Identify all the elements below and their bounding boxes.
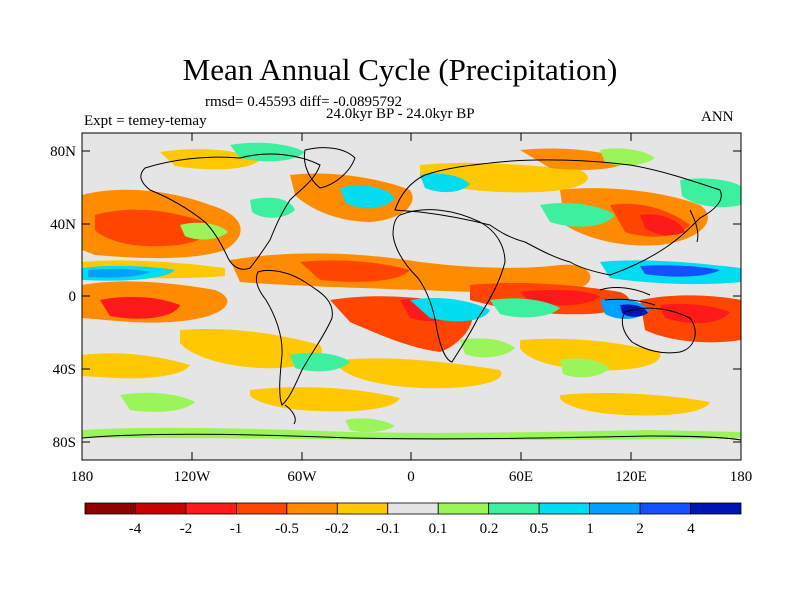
period-text: 24.0kyr BP - 24.0kyr BP <box>326 106 475 122</box>
lat-label: 40S <box>53 362 76 378</box>
colorbar-swatch <box>437 502 490 515</box>
lat-label: 80N <box>50 144 76 160</box>
lon-label: 180 <box>730 469 753 485</box>
axis-ticks <box>81 133 742 460</box>
colorbar-swatch <box>639 502 691 515</box>
colorbar-label: 2 <box>636 521 644 537</box>
map-field <box>82 133 741 460</box>
lon-label: 180 <box>71 469 94 485</box>
colorbar-swatch <box>286 502 338 515</box>
colorbar-label: -0.1 <box>376 521 400 537</box>
colorbar-swatch <box>538 502 591 515</box>
lon-label: 0 <box>407 469 415 485</box>
lat-label: 0 <box>69 289 77 305</box>
colorbar-swatch <box>84 502 136 515</box>
colorbar-label: 0.5 <box>530 521 549 537</box>
colorbar-label: 0.2 <box>480 521 499 537</box>
colorbar-label: 1 <box>586 521 594 537</box>
longitude-labels: 180 120W 60W 0 60E 120E 180 <box>71 469 753 485</box>
colorbar-swatch <box>135 502 187 515</box>
colorbar-swatch <box>488 502 540 515</box>
experiment-label: Expt = temey-temay <box>84 113 207 129</box>
negative-anomalies <box>82 148 741 416</box>
lon-label: 60E <box>509 469 533 485</box>
season-label: ANN <box>701 109 734 125</box>
colorbar-swatch <box>235 502 288 515</box>
latitude-labels: 80N 40N 0 40S 80S <box>50 144 76 451</box>
lon-label: 60W <box>287 469 317 485</box>
colorbar-label: 0.1 <box>429 521 448 537</box>
colorbar-label: 4 <box>687 521 695 537</box>
colorbar-label: -0.2 <box>325 521 349 537</box>
colorbar-label: -0.5 <box>275 521 299 537</box>
colorbar-swatch <box>387 502 439 515</box>
map-title: Mean Annual Cycle (Precipitation) <box>182 52 618 87</box>
colorbar-label: -1 <box>230 521 243 537</box>
lat-label: 40N <box>50 217 76 233</box>
colorbar-swatch <box>589 502 641 515</box>
colorbar: -4 -2 -1 -0.5 -0.2 -0.1 0.1 0.2 0.5 1 2 … <box>84 502 742 537</box>
lat-label: 80S <box>53 435 76 451</box>
colorbar-swatch <box>336 502 389 515</box>
colorbar-swatch <box>185 502 237 515</box>
colorbar-swatch <box>690 502 742 515</box>
lon-label: 120W <box>174 469 212 485</box>
coastlines <box>82 147 741 441</box>
colorbar-label: -4 <box>129 521 142 537</box>
stats-text: rmsd= 0.45593 diff= -0.0895792 <box>205 94 403 110</box>
colorbar-label: -2 <box>180 521 193 537</box>
lon-label: 120E <box>615 469 647 485</box>
